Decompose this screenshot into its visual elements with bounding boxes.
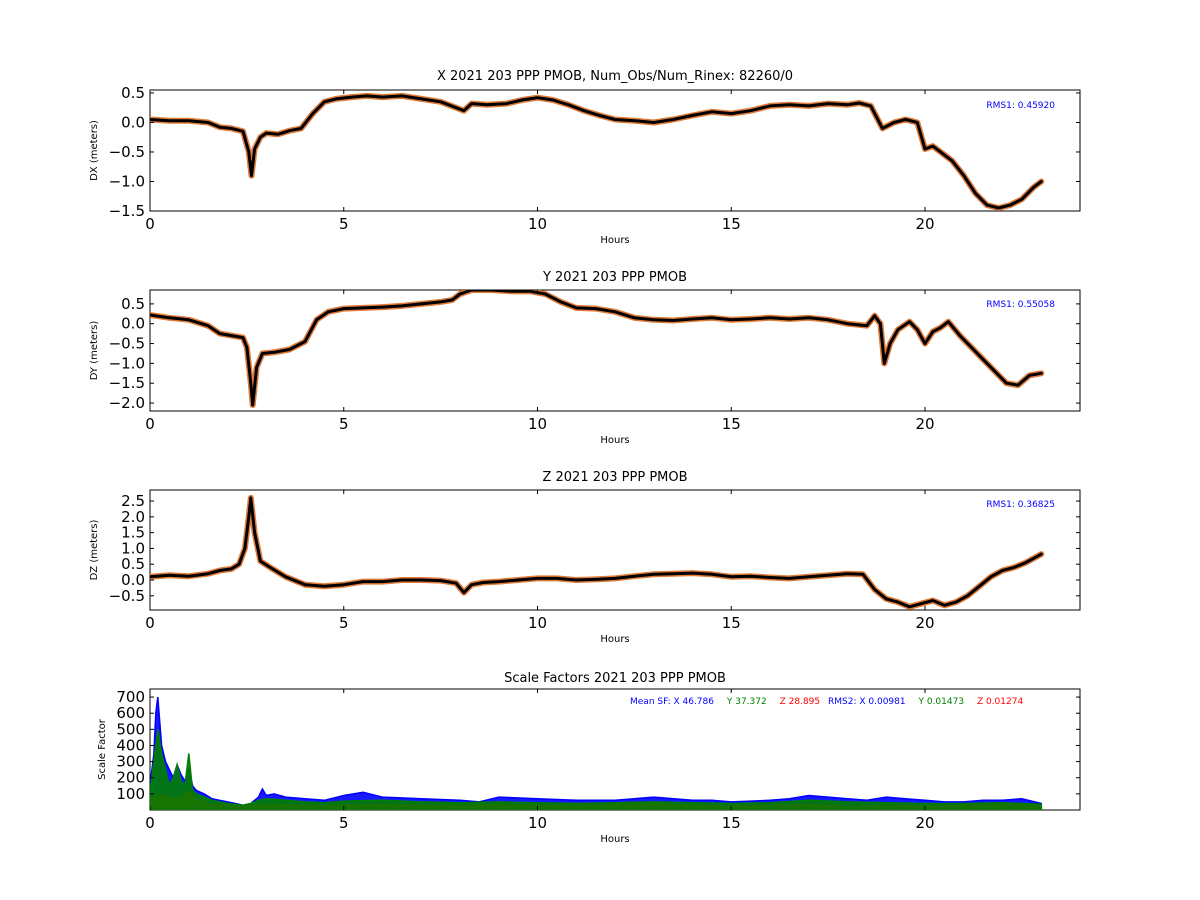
x-tick-label: 10 (528, 614, 547, 632)
panel-dx-title: X 2021 203 PPP PMOB, Num_Obs/Num_Rinex: … (437, 69, 793, 84)
axes-frame (149, 89, 1081, 212)
x-tick-label: 15 (722, 415, 741, 433)
panel-dx-rms-annotation: RMS1: 0.45920 (986, 101, 1055, 111)
x-tick-label: 10 (528, 215, 547, 233)
axes-frame (149, 489, 1081, 611)
x-tick-label: 0 (145, 415, 155, 433)
y-tick-label: 700 (116, 688, 145, 706)
panel-dy-xlabel: Hours (600, 435, 629, 446)
series-line (150, 496, 1043, 609)
y-tick-label: −1.0 (109, 354, 145, 372)
y-tick-label: −1.5 (109, 202, 145, 220)
rms2-x: RMS2: X 0.00981 (828, 697, 906, 707)
panel-dz-rms-annotation: RMS1: 0.36825 (986, 500, 1055, 510)
x-tick-label: 10 (528, 814, 547, 832)
series-y-area (150, 729, 1043, 810)
x-tick-label: 10 (528, 415, 547, 433)
series-line (150, 94, 1043, 210)
scale-factor-stats: Mean SF: X 46.786 Y 37.372 Z 28.895 RMS2… (630, 697, 1023, 707)
x-tick-label: 0 (145, 215, 155, 233)
y-tick-label: −1.5 (109, 374, 145, 392)
mean-sf-x: Mean SF: X 46.786 (630, 697, 714, 707)
x-tick-label: 0 (145, 614, 155, 632)
panel-scale-factors-xlabel: Hours (600, 834, 629, 845)
panel-dz-xlabel: Hours (600, 634, 629, 645)
y-tick-label: 0.5 (121, 295, 145, 313)
panel-dx: X 2021 203 PPP PMOB, Num_Obs/Num_Rinex: … (89, 69, 1081, 246)
panel-scale-factors-ylabel: Scale Factor (97, 718, 108, 780)
axes-frame (149, 289, 1081, 412)
x-tick-label: 20 (915, 814, 934, 832)
y-tick-label: 0.5 (121, 84, 145, 102)
y-tick-label: 400 (116, 736, 145, 754)
y-tick-label: 2.0 (121, 508, 145, 526)
x-tick-label: 20 (915, 415, 934, 433)
panel-scale-factors: Scale Factors 2021 203 PPP PMOB Scale Fa… (97, 671, 1081, 845)
y-tick-label: 100 (116, 785, 145, 803)
x-tick-label: 0 (145, 814, 155, 832)
series-group (150, 92, 1045, 211)
y-tick-label: 2.5 (121, 492, 145, 510)
y-tick-label: 300 (116, 753, 145, 771)
series-group (150, 494, 1045, 610)
panel-dy-title: Y 2021 203 PPP PMOB (542, 270, 687, 285)
y-tick-label: −0.5 (109, 335, 145, 353)
panel-dz-ylabel: DZ (meters) (89, 519, 100, 580)
mean-sf-y: Y 37.372 (726, 697, 767, 707)
x-tick-label: 20 (915, 215, 934, 233)
y-tick-label: −2.0 (109, 394, 145, 412)
y-tick-label: 0.0 (121, 315, 145, 333)
rms2-z: Z 0.01274 (977, 697, 1024, 707)
mean-sf-z: Z 28.895 (780, 697, 821, 707)
panel-dy-rms-annotation: RMS1: 0.55058 (986, 300, 1055, 310)
series-group (150, 697, 1043, 810)
series-line (150, 290, 1043, 407)
panel-dy: Y 2021 203 PPP PMOB DY (meters) Hours RM… (89, 270, 1081, 446)
y-tick-label: 0.0 (121, 113, 145, 131)
y-tick-label: 500 (116, 720, 145, 738)
series-group (150, 290, 1045, 408)
panel-dy-ylabel: DY (meters) (89, 321, 100, 381)
panel-dz: Z 2021 203 PPP PMOB DZ (meters) Hours RM… (89, 470, 1081, 645)
x-tick-label: 20 (915, 614, 934, 632)
panel-dx-xlabel: Hours (600, 235, 629, 246)
x-tick-label: 15 (722, 814, 741, 832)
y-tick-label: 600 (116, 704, 145, 722)
x-tick-label: 5 (339, 614, 349, 632)
panel-dz-title: Z 2021 203 PPP PMOB (542, 470, 687, 485)
y-tick-label: −0.5 (109, 587, 145, 605)
x-tick-label: 5 (339, 415, 349, 433)
panel-scale-factors-title: Scale Factors 2021 203 PPP PMOB (504, 671, 726, 686)
y-tick-label: −1.0 (109, 172, 145, 190)
x-tick-label: 15 (722, 215, 741, 233)
rms2-y: Y 0.01473 (917, 697, 964, 707)
y-tick-label: 0.0 (121, 571, 145, 589)
y-tick-label: 200 (116, 769, 145, 787)
x-tick-label: 15 (722, 614, 741, 632)
x-tick-label: 5 (339, 814, 349, 832)
x-tick-label: 5 (339, 215, 349, 233)
y-tick-label: 1.5 (121, 524, 145, 542)
panel-dx-ylabel: DX (meters) (89, 120, 100, 181)
y-tick-label: 1.0 (121, 539, 145, 557)
y-tick-label: −0.5 (109, 143, 145, 161)
y-tick-label: 0.5 (121, 555, 145, 573)
